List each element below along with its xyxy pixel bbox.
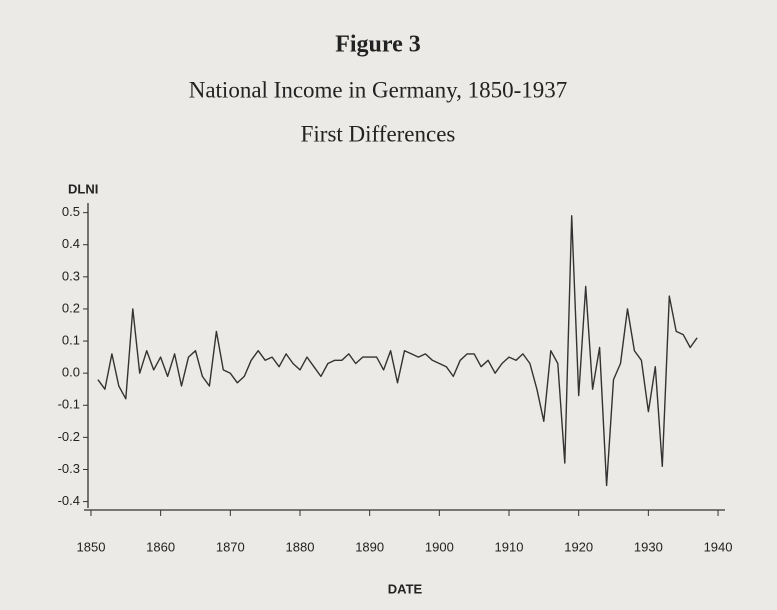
y-tick-label: -0.2	[58, 429, 80, 444]
x-axis-label: DATE	[388, 581, 423, 596]
x-tick-label: 1920	[564, 539, 593, 554]
x-tick-label: 1870	[216, 539, 245, 554]
y-tick-label: 0.2	[62, 300, 80, 315]
x-tick-label: 1910	[495, 539, 524, 554]
x-tick-label: 1930	[634, 539, 663, 554]
x-tick-label: 1900	[425, 539, 454, 554]
x-tick-label: 1940	[704, 539, 733, 554]
x-tick-label: 1880	[286, 539, 315, 554]
y-tick-label: 0.1	[62, 332, 80, 347]
y-tick-label: 0.5	[62, 204, 80, 219]
y-tick-label: -0.3	[58, 461, 80, 476]
x-tick-label: 1890	[355, 539, 384, 554]
y-tick-label: -0.1	[58, 397, 80, 412]
y-tick-label: 0.0	[62, 365, 80, 380]
y-axis-label: DLNI	[68, 181, 98, 196]
chart-subtitle: National Income in Germany, 1850-1937	[189, 77, 568, 102]
y-tick-label: -0.4	[58, 493, 80, 508]
y-tick-label: 0.3	[62, 268, 80, 283]
data-line	[97, 215, 698, 487]
x-tick-label: 1860	[146, 539, 175, 554]
chart-subtitle: First Differences	[301, 121, 456, 146]
x-tick-label: 1850	[77, 539, 106, 554]
chart-title: Figure 3	[335, 32, 421, 58]
y-tick-label: 0.4	[62, 236, 80, 251]
